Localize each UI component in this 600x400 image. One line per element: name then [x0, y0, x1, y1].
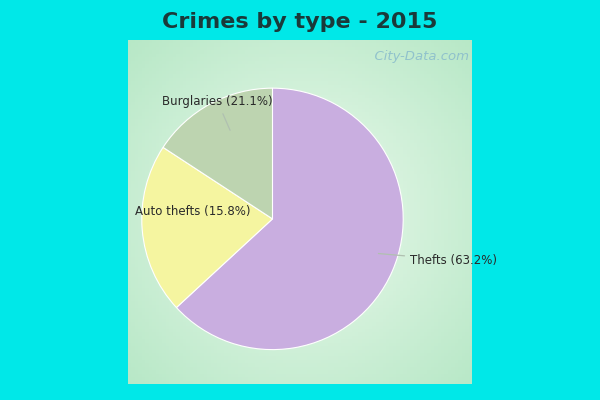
Text: Thefts (63.2%): Thefts (63.2%)	[379, 254, 497, 267]
Wedge shape	[163, 88, 272, 219]
Text: Crimes by type - 2015: Crimes by type - 2015	[163, 12, 437, 32]
Text: Auto thefts (15.8%): Auto thefts (15.8%)	[135, 206, 250, 218]
Text: Burglaries (21.1%): Burglaries (21.1%)	[163, 96, 273, 130]
Wedge shape	[176, 88, 403, 350]
Wedge shape	[142, 147, 272, 308]
Text: City-Data.com: City-Data.com	[365, 50, 469, 63]
